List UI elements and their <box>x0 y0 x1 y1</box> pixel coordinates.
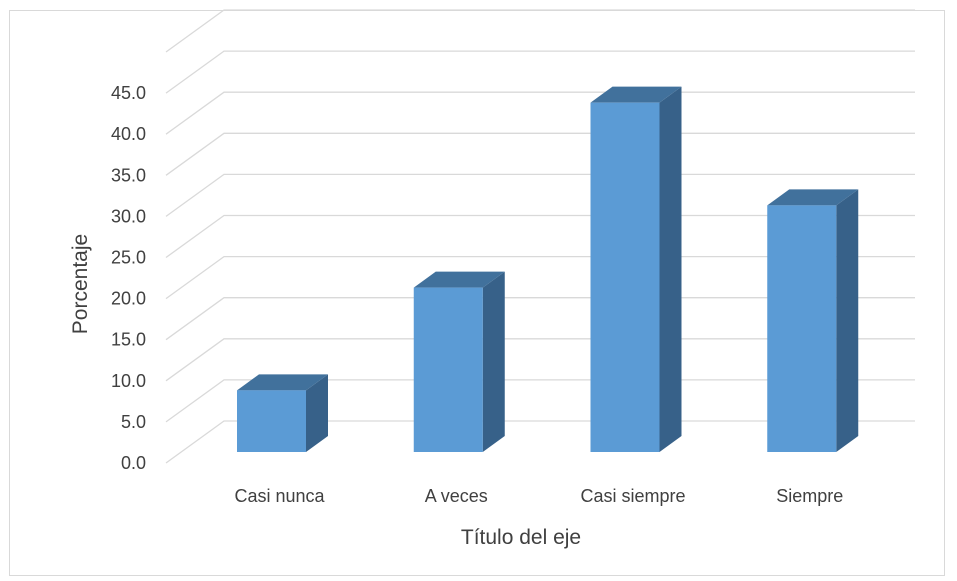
bar-side-face <box>306 374 328 452</box>
x-axis-ticks: Casi nunca A veces Casi siempre Siempre <box>234 486 843 506</box>
y-tick-label: 40.0 <box>111 124 146 144</box>
y-tick-label: 30.0 <box>111 206 146 226</box>
bar-front-face <box>767 205 837 452</box>
bar-top-face <box>767 189 859 206</box>
bar <box>237 374 328 452</box>
bar <box>767 189 859 452</box>
bar-top-face <box>237 374 328 391</box>
gridlines <box>165 9 915 464</box>
x-tick-label: Siempre <box>776 486 843 506</box>
y-tick-label: 5.0 <box>121 412 146 432</box>
bar-top-face <box>413 271 505 288</box>
y-tick-label: 35.0 <box>111 165 146 185</box>
bar-front-face <box>413 287 483 452</box>
gridline <box>165 420 915 464</box>
y-tick-label: 0.0 <box>121 453 146 473</box>
y-tick-label: 10.0 <box>111 371 146 391</box>
gridline <box>165 132 915 176</box>
bar-front-face <box>237 390 306 452</box>
y-tick-label: 45.0 <box>111 83 146 103</box>
bar-front-face <box>590 102 660 453</box>
bar-top-face <box>590 86 682 103</box>
y-axis-title: Porcentaje <box>69 234 92 334</box>
gridline <box>165 338 915 382</box>
x-tick-label: Casi nunca <box>234 486 325 506</box>
gridline <box>165 91 915 135</box>
x-tick-label: A veces <box>425 486 488 506</box>
gridline <box>165 173 915 217</box>
bar-side-face <box>836 189 859 452</box>
bar <box>413 271 505 452</box>
gridline <box>165 255 915 300</box>
y-tick-label: 15.0 <box>111 330 146 350</box>
y-axis-ticks: 0.0 5.0 10.0 15.0 20.0 25.0 30.0 35.0 40.0 45.0 <box>111 83 146 473</box>
x-tick-label: Casi siempre <box>580 486 685 506</box>
gridline <box>165 379 915 423</box>
bars <box>237 86 859 453</box>
gridline <box>165 297 915 341</box>
y-tick-label: 25.0 <box>111 248 146 268</box>
gridline <box>165 9 915 53</box>
x-axis-title: Título del eje <box>461 526 581 549</box>
gridline <box>165 50 915 94</box>
gridline <box>165 214 915 259</box>
bar-side-face <box>659 86 682 453</box>
bar <box>590 86 682 453</box>
y-tick-label: 20.0 <box>111 289 146 309</box>
bar-side-face <box>482 271 505 452</box>
